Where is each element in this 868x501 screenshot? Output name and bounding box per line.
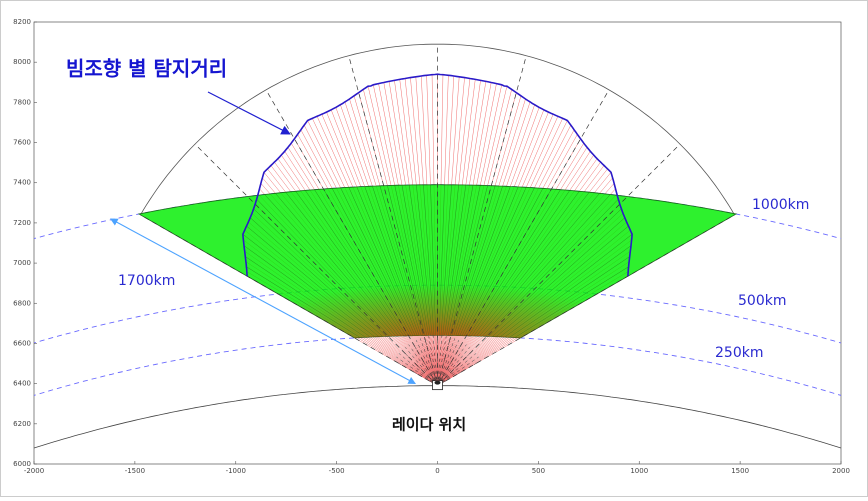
beam-ray-inner [468, 189, 561, 336]
y-tick-label: 6800 [13, 299, 31, 307]
y-tick-label: 7800 [13, 98, 31, 106]
beam-ray-inner [488, 208, 622, 337]
beam-ray-inner [430, 184, 436, 336]
beam-near [437, 344, 467, 386]
beam-near [437, 340, 460, 386]
beam-ray-inner [446, 185, 474, 336]
beam-ray-inner [423, 184, 435, 336]
beam-near [437, 356, 479, 386]
x-tick-label: 0 [435, 467, 439, 475]
y-tick-label: 7600 [13, 139, 31, 147]
beam-ray-inner [514, 266, 629, 338]
beam-direction [348, 55, 438, 386]
annotation: 500km [738, 293, 786, 309]
beam-near [437, 353, 477, 386]
beam-near [432, 335, 438, 386]
beam-direction [437, 214, 735, 386]
beam-near [437, 342, 463, 386]
x-tick-label: 500 [532, 467, 545, 475]
overlay: -2000 -1500 -1000 -500 0 500 1000 1500 2000 6000 6… [13, 18, 850, 475]
beam-near [412, 342, 438, 386]
y-tick-label: 7200 [13, 219, 31, 227]
beam-ray-inner [495, 225, 629, 337]
y-tick-label: 7400 [13, 179, 31, 187]
beam-ray-inner [442, 184, 459, 336]
beam-near [437, 347, 471, 386]
beam-ray-inner [476, 192, 590, 337]
x-tick-label: -2000 [24, 467, 44, 475]
annotation: 1000km [752, 197, 809, 213]
x-tick-label: -500 [329, 467, 345, 475]
beam-ray-inner [464, 188, 544, 336]
x-tick-label: -1500 [125, 467, 145, 475]
beam-ray-inner [492, 217, 625, 337]
beam-direction [437, 143, 681, 386]
beam-near [437, 360, 482, 386]
beam-near [408, 344, 438, 386]
y-tick-label: 6200 [13, 420, 31, 428]
y-tick-label: 7000 [13, 259, 31, 267]
y-tick-label: 6600 [13, 339, 31, 347]
beam-near [437, 338, 455, 386]
beam-ray-inner [500, 234, 633, 337]
x-tick-label: 2000 [832, 467, 850, 475]
beam-near [437, 336, 447, 386]
beam-near [415, 340, 438, 386]
beam-direction [437, 89, 610, 386]
annotation: 250km [715, 345, 763, 361]
beam-ray-inner [479, 193, 600, 337]
beam-ray-inner [455, 186, 511, 336]
beam-ray-inner [473, 191, 580, 337]
beam-near [420, 338, 438, 386]
beam-ray-inner [408, 184, 431, 336]
beam-ray-inner [416, 184, 433, 336]
beam-direction [437, 55, 527, 386]
beam-ray-inner [451, 185, 496, 336]
beam-ray-inner [471, 190, 570, 336]
beam-near [437, 337, 451, 386]
beam-ray-inner [444, 184, 467, 336]
annotation: 레이다 위치 [392, 416, 466, 434]
radar-dish [434, 380, 441, 385]
beam-near [398, 353, 438, 386]
beam-ray-inner [461, 187, 535, 336]
beam-ray-inner [448, 185, 481, 336]
y-tick-label: 6000 [13, 460, 31, 468]
x-tick-label: 1000 [630, 467, 648, 475]
detection-curve [242, 73, 633, 277]
beam-near [437, 335, 443, 386]
beam-ray-inner [439, 184, 445, 336]
beam-ray-inner [449, 185, 488, 336]
beam-ray-inner [453, 186, 503, 336]
range-arc [140, 43, 735, 216]
beam-near [437, 349, 474, 386]
beam-ray-inner [459, 187, 527, 336]
beam-near [428, 336, 438, 386]
range-arrow [109, 218, 416, 385]
annotation: 1700km [118, 273, 175, 289]
y-tick-label: 8200 [13, 18, 31, 26]
beam-near [401, 349, 438, 386]
beam-near [396, 356, 438, 386]
beam-near [424, 337, 438, 386]
beam-ray-inner [457, 186, 519, 336]
y-tick-label: 8000 [13, 58, 31, 66]
beam-ray-inner [509, 256, 630, 338]
chart-title: 빔조향 별 탐지거리 [66, 57, 227, 81]
beam-ray-inner [504, 245, 632, 338]
beam-ray-inner [440, 184, 452, 336]
x-tick-label: 1500 [731, 467, 749, 475]
beam-near [404, 347, 438, 386]
x-tick-label: -1000 [226, 467, 246, 475]
beam-ray-inner [485, 199, 619, 337]
y-tick-label: 6400 [13, 380, 31, 388]
beam-ray-inner [482, 194, 611, 337]
title-arrow [207, 91, 291, 135]
